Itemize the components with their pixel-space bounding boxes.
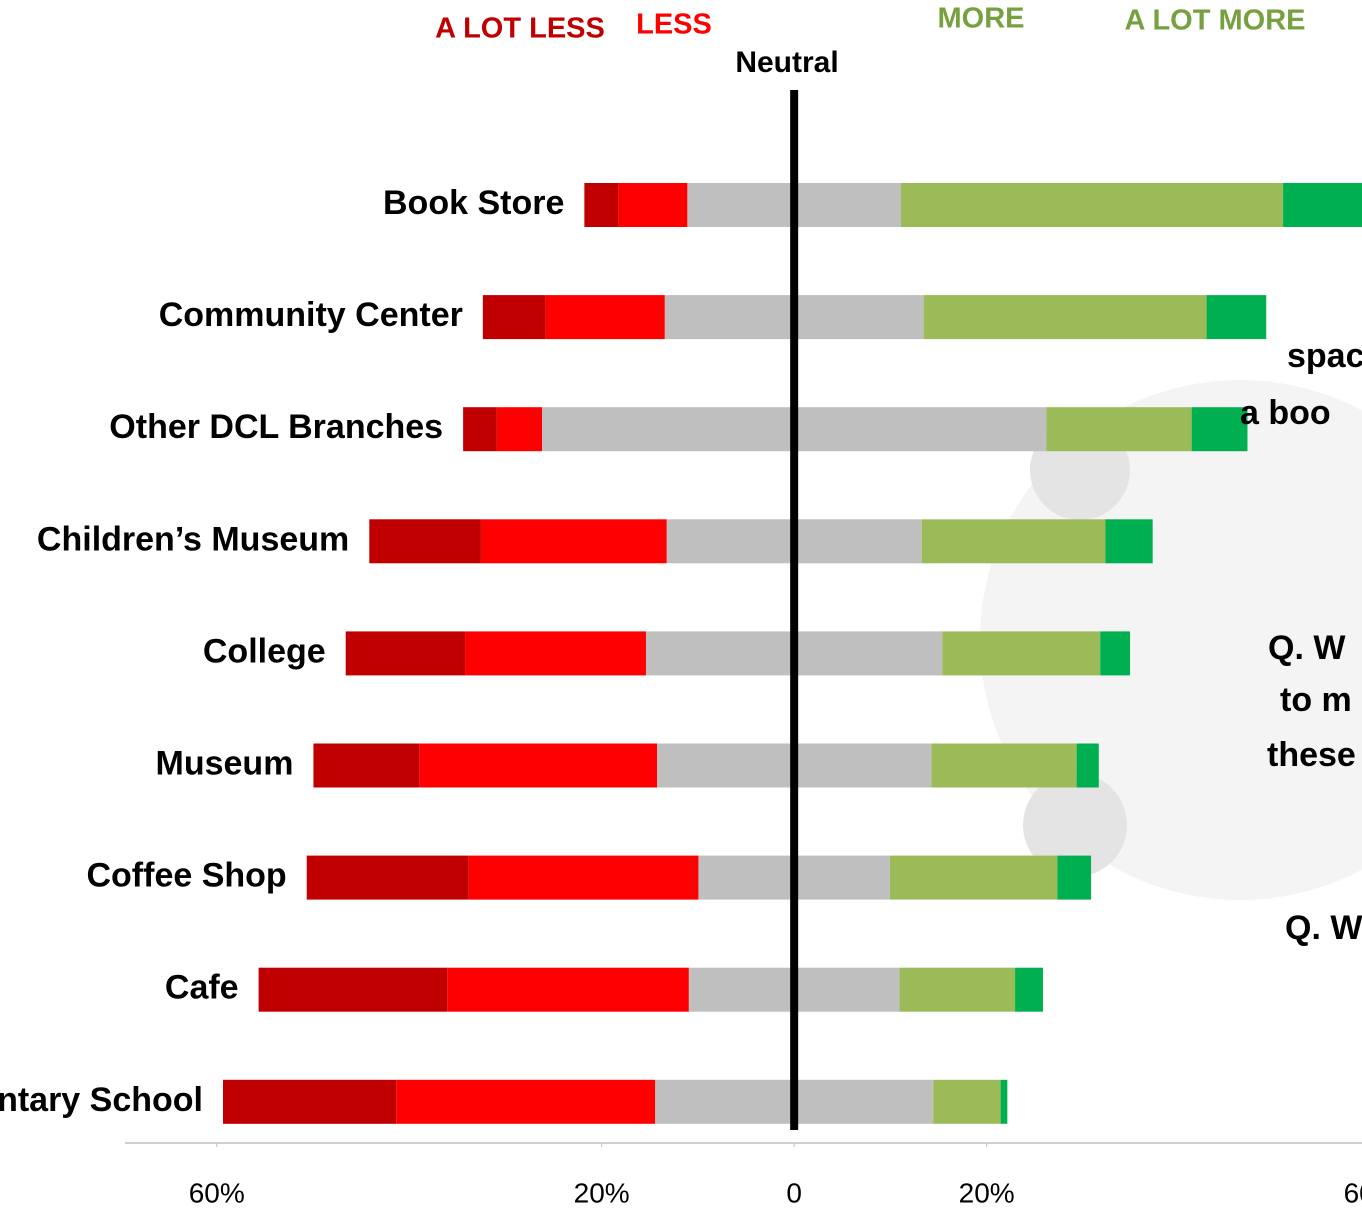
category-label: Elementary School bbox=[0, 1081, 203, 1119]
bar-segment bbox=[1000, 1079, 1008, 1124]
bar-segment bbox=[465, 631, 646, 676]
bar-segment bbox=[447, 967, 689, 1012]
bar-segment bbox=[584, 183, 619, 227]
bar-segment bbox=[482, 295, 546, 340]
bar-segment bbox=[1100, 631, 1131, 676]
legend-label: MORE bbox=[938, 3, 1025, 35]
bar-segment bbox=[313, 743, 420, 788]
bar-segment bbox=[1283, 183, 1362, 227]
x-tick-label: 20% bbox=[959, 1177, 1015, 1208]
bar-segment bbox=[1057, 855, 1092, 900]
bar-segment bbox=[933, 1079, 1001, 1124]
annotation: a boo bbox=[1240, 394, 1331, 432]
bar-segment bbox=[258, 967, 448, 1012]
category-label: Other DCL Branches bbox=[109, 408, 443, 446]
x-tick-label: 20% bbox=[574, 1177, 630, 1208]
x-tick-label: 60% bbox=[189, 1177, 245, 1208]
legend-label: Neutral bbox=[735, 46, 838, 79]
category-label: Children’s Museum bbox=[37, 520, 349, 558]
bar-segment bbox=[1015, 967, 1043, 1012]
bar-segment bbox=[923, 295, 1207, 340]
bar-segment bbox=[480, 519, 667, 564]
x-tick-label: 0 bbox=[786, 1177, 802, 1208]
bar-segment bbox=[463, 407, 497, 452]
annotation: these bbox=[1267, 736, 1356, 774]
bar-segment bbox=[1076, 743, 1099, 788]
bar-segment bbox=[1191, 407, 1248, 452]
bar-segment bbox=[345, 631, 466, 676]
category-label: Community Center bbox=[159, 296, 463, 334]
bar-segment bbox=[1206, 295, 1267, 340]
legend-label: LESS bbox=[636, 9, 712, 41]
category-label: Cafe bbox=[165, 969, 239, 1007]
bar-segment bbox=[899, 967, 1016, 1012]
bar-segment bbox=[618, 183, 688, 227]
category-label: Book Store bbox=[383, 184, 564, 222]
bar-segment bbox=[1046, 407, 1192, 452]
bar-segment bbox=[419, 743, 658, 788]
bar-segment bbox=[306, 855, 469, 900]
watermark bbox=[1023, 773, 1127, 877]
x-tick-label: 60% bbox=[1344, 1177, 1362, 1208]
bar-segment bbox=[1105, 519, 1153, 564]
annotation: Q. W bbox=[1285, 909, 1362, 947]
bar-segment bbox=[222, 1079, 397, 1124]
bar-segment bbox=[921, 519, 1106, 564]
annotation: Q. W bbox=[1268, 629, 1346, 667]
bar-segment bbox=[931, 743, 1077, 788]
bar-segment bbox=[545, 295, 665, 340]
bar-segment bbox=[901, 183, 1284, 227]
category-label: Coffee Shop bbox=[86, 857, 286, 895]
legend-label: A LOT LESS bbox=[435, 13, 605, 45]
bar-segment bbox=[889, 855, 1058, 900]
annotation: spac bbox=[1287, 337, 1362, 375]
annotation: to m bbox=[1280, 681, 1352, 719]
bar-segment bbox=[396, 1079, 656, 1124]
bar-segment bbox=[468, 855, 699, 900]
bar-segment bbox=[369, 519, 481, 564]
bar-segment bbox=[942, 631, 1101, 676]
category-label: Museum bbox=[156, 744, 294, 782]
bar-segment bbox=[496, 407, 543, 452]
legend-label: A LOT MORE bbox=[1125, 5, 1306, 37]
category-label: College bbox=[203, 632, 326, 670]
